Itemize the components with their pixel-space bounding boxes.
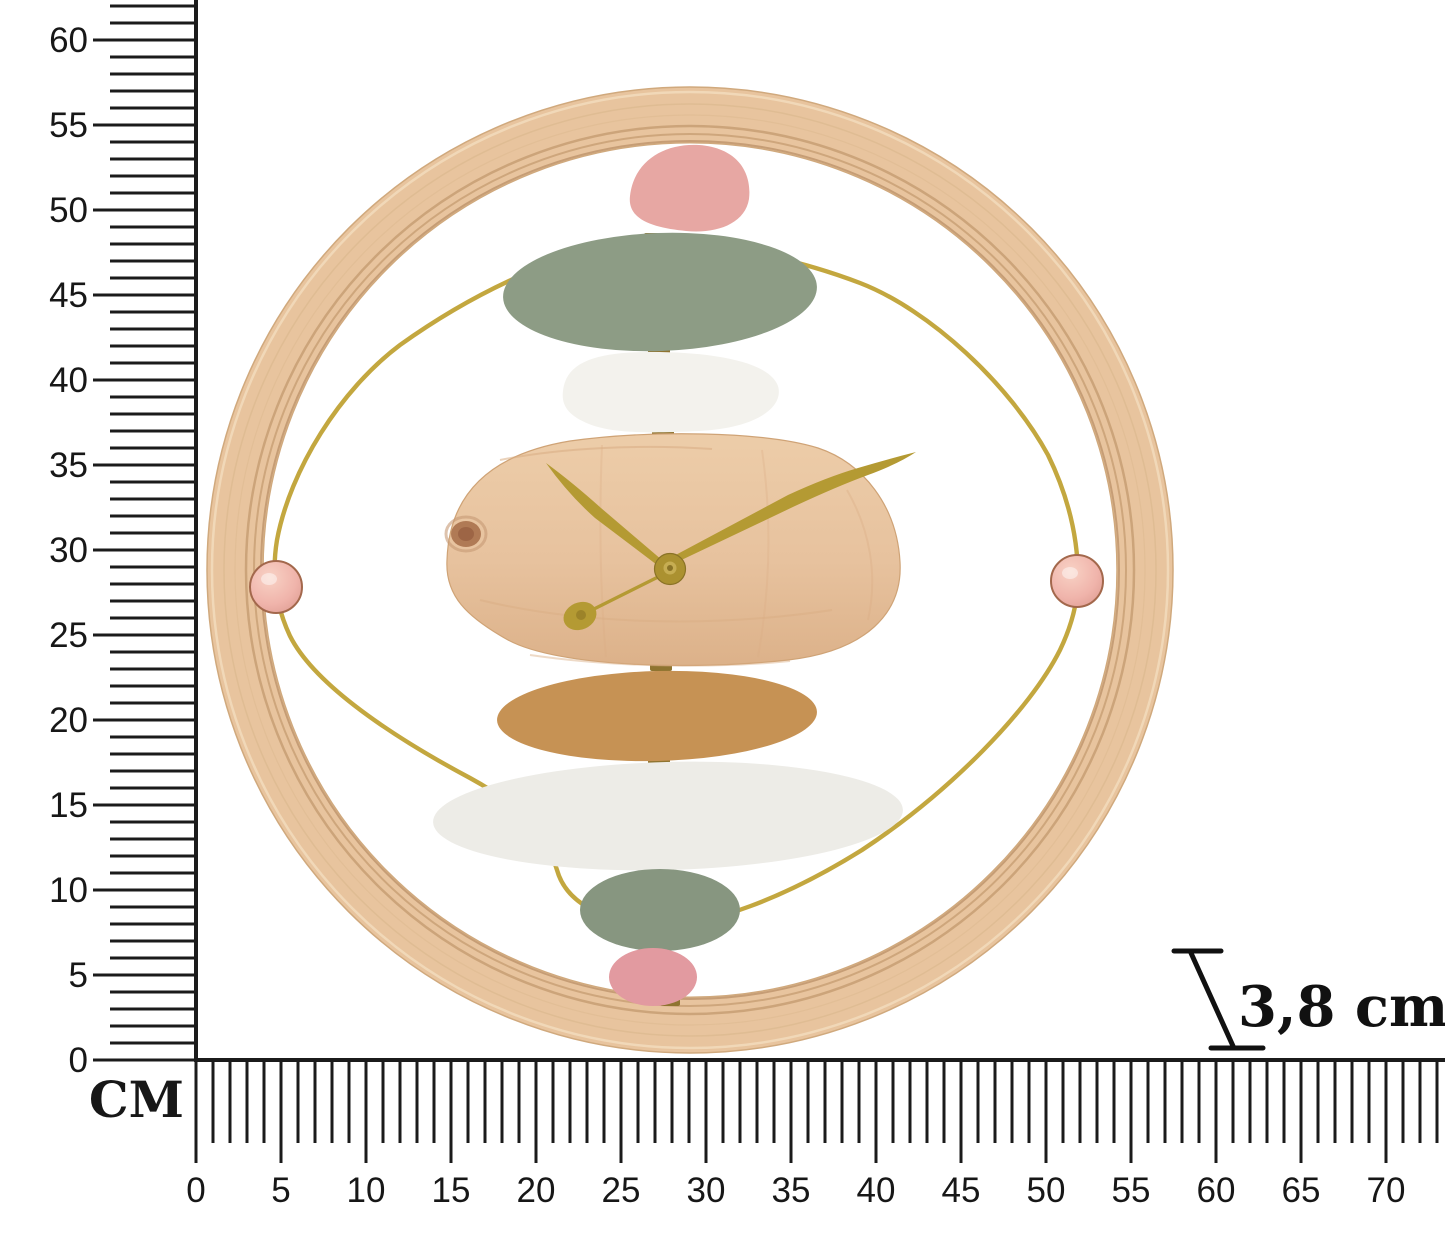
ruler-number: 0 [186,1171,205,1210]
pebble-tan [497,670,817,762]
ruler-number: 40 [49,361,88,400]
ruler-number: 15 [49,786,88,825]
minute-hand [670,452,916,564]
ruler-number: 20 [49,701,88,740]
ruler-number: 15 [432,1171,471,1210]
horizontal-ruler-ticks [194,1060,1439,1163]
left-knob [249,560,303,614]
pebble-green-bottom [580,869,740,951]
unit-label: CM [89,1070,184,1129]
ruler-number: 20 [517,1171,556,1210]
pebble-pink-bottom [609,948,697,1006]
ruler-number: 55 [1112,1171,1151,1210]
wood-grain [479,444,874,667]
clock-frame-ring [206,86,1174,1054]
ruler-number: 45 [49,276,88,315]
pebble-white-bottom [433,761,903,871]
pebble-green-top [503,232,817,352]
ruler-number: 45 [942,1171,981,1210]
ruler-number: 5 [271,1171,290,1210]
ruler-number: 10 [49,871,88,910]
depth-annotation: 3,8 cm [1171,948,1445,1051]
ruler-number: 30 [687,1171,726,1210]
clock-hands [546,452,916,631]
vertical-ruler-ticks [93,4,196,1062]
side-knobs [249,554,1104,614]
right-knob [1050,554,1104,608]
hour-hand [546,463,669,571]
depth-label: 3,8 cm [1238,974,1445,1040]
ruler-number: 50 [49,191,88,230]
clock-hub [653,552,687,586]
ruler-number: 70 [1367,1171,1406,1210]
ruler-number: 35 [49,446,88,485]
ruler-number: 10 [347,1171,386,1210]
second-hand [563,570,669,631]
wall-clock [206,86,1174,1054]
depth-mark-diagonal [1188,950,1236,1049]
ruler-number: 50 [1027,1171,1066,1210]
ruler-number: 25 [602,1171,641,1210]
ruler-number: 5 [69,956,88,995]
clock-face [444,433,901,667]
pebble-pink-top [629,144,750,232]
ruler-number: 35 [772,1171,811,1210]
ruler-number: 60 [49,21,88,60]
ruler-number: 65 [1282,1171,1321,1210]
ruler-number: 40 [857,1171,896,1210]
wood-knot [444,515,488,553]
horizontal-ruler: 0 5 10 15 20 25 30 35 40 45 50 55 60 65 70 [186,1058,1445,1210]
ruler-number: 0 [69,1041,88,1080]
horizontal-ruler-labels: 0 5 10 15 20 25 30 35 40 45 50 55 60 65 70 [186,1171,1405,1210]
ruler-number: 30 [49,531,88,570]
ruler-number: 60 [1197,1171,1236,1210]
ruler-number: 55 [49,106,88,145]
clock-face-wood [446,433,901,667]
pebble-white-top [562,352,779,433]
ruler-number: 25 [49,616,88,655]
